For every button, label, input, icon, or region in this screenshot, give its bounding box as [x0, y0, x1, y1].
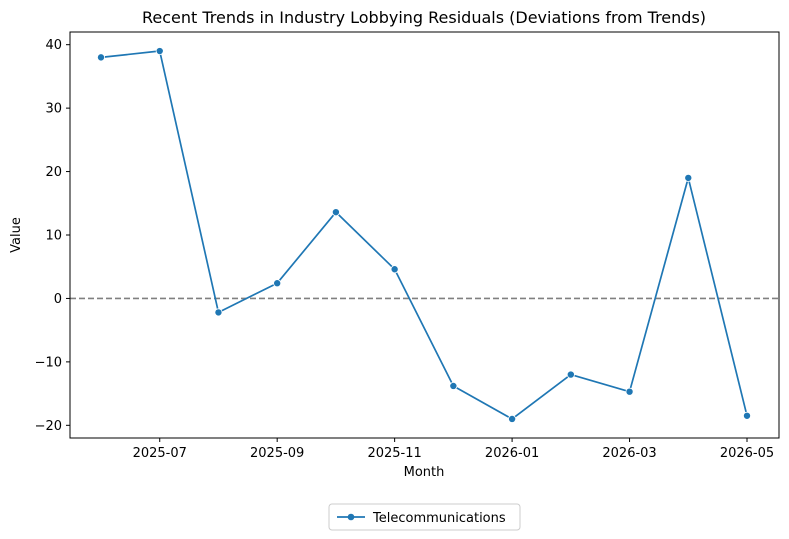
y-tick-label: 40 [45, 38, 62, 53]
data-point-2026-03 [625, 387, 634, 396]
data-point-2026-01 [508, 414, 517, 423]
legend-marker-swatch [347, 513, 355, 521]
y-axis: −20 −10 0 10 20 30 40 [35, 38, 70, 434]
y-axis-label: Value [9, 217, 24, 253]
data-point-2025-08 [214, 308, 223, 317]
data-point-2025-06 [97, 53, 106, 62]
y-tick-label: 30 [45, 102, 62, 117]
x-tick-label: 2025-07 [133, 446, 187, 461]
data-point-2025-12 [449, 381, 458, 390]
data-point-2026-05 [743, 411, 752, 420]
x-tick-label: 2026-05 [720, 446, 774, 461]
y-tick-label: −20 [35, 419, 62, 434]
data-point-2026-04 [684, 173, 693, 182]
legend-frame [328, 503, 521, 531]
x-tick-label: 2026-01 [485, 446, 539, 461]
data-point-2025-10 [331, 208, 340, 217]
data-markers [97, 47, 752, 423]
series-lines [100, 50, 748, 420]
x-tick-label: 2025-11 [367, 446, 421, 461]
y-tick-label: 10 [45, 229, 62, 244]
data-point-2025-09 [273, 279, 282, 288]
series-line-telecommunications [100, 50, 748, 420]
x-tick-label: 2025-09 [250, 446, 304, 461]
legend-label: Telecommunications [372, 511, 506, 526]
y-tick-label: 20 [45, 165, 62, 180]
data-point-2025-11 [390, 265, 399, 274]
y-tick-label: −10 [35, 355, 62, 370]
x-axis-label: Month [404, 465, 445, 480]
data-point-2026-02 [566, 370, 575, 379]
data-point-2025-07 [155, 47, 164, 56]
x-tick-label: 2026-03 [602, 446, 656, 461]
chart-title: Recent Trends in Industry Lobbying Resid… [142, 8, 706, 27]
legend: Telecommunications [328, 503, 521, 531]
y-tick-label: 0 [54, 292, 62, 307]
x-axis: 2025-07 2025-09 2025-11 2026-01 2026-03 2026-… [133, 438, 774, 461]
